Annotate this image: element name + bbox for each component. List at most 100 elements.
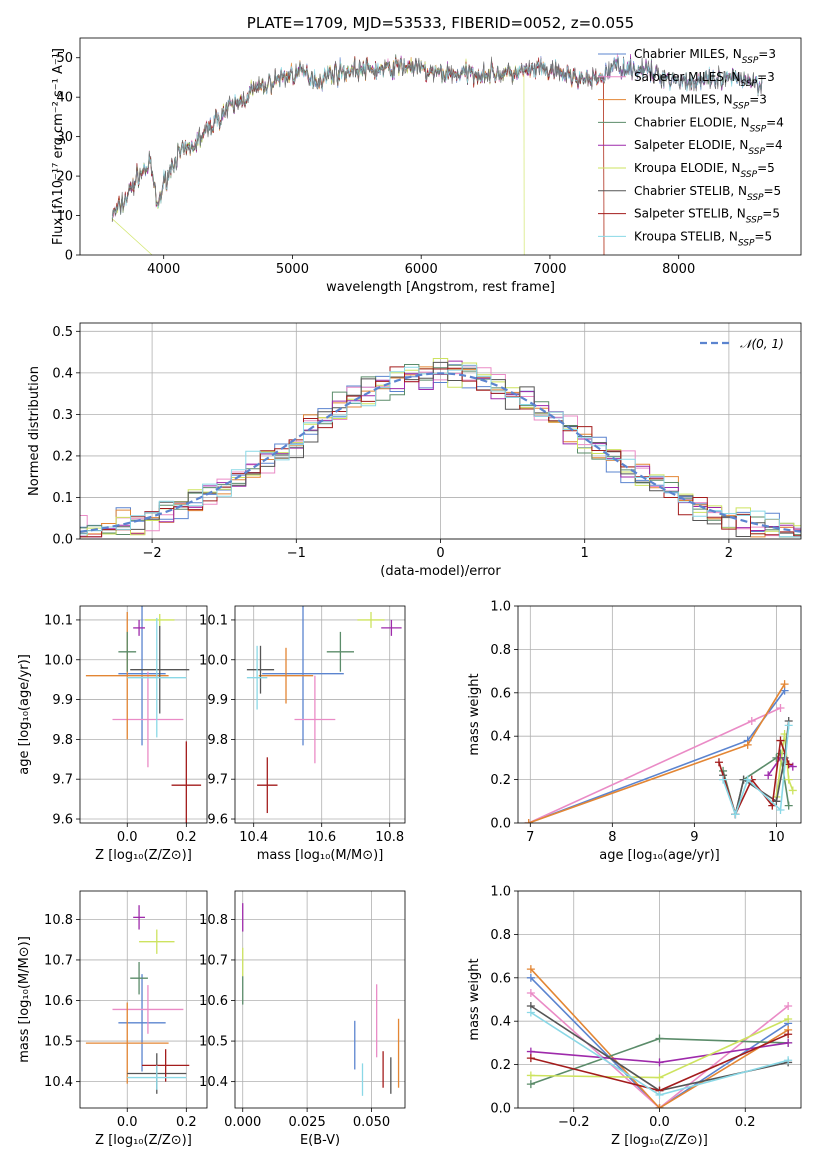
weight-marker bbox=[526, 1080, 535, 1089]
spectrum-data-line bbox=[111, 56, 763, 216]
weight-marker bbox=[714, 758, 723, 767]
axes-frame bbox=[517, 890, 802, 1109]
y-tick-label: 0.6 bbox=[490, 971, 511, 986]
weight-marker bbox=[784, 775, 793, 784]
panel-mass_vs_Z: 0.0 0.2 10.4 10.5 10.6 10.7 10.8 Z [log₁₀(Z/Z⊙)… bbox=[17, 890, 208, 1148]
weight-marker bbox=[772, 797, 781, 806]
weight-series-line bbox=[528, 690, 786, 823]
x-tick-label: 0 bbox=[436, 546, 444, 561]
weight-marker bbox=[784, 1030, 793, 1039]
panel-spectrum: 4000 5000 6000 7000 8000 0 10 20 30 40 50 wavelengt… bbox=[51, 14, 802, 295]
x-axis-label: mass [log₁₀(M/M⊙)] bbox=[257, 848, 384, 863]
x-tick-label: 6000 bbox=[405, 262, 438, 277]
residual-histogram bbox=[80, 358, 801, 538]
y-tick-label: 0.0 bbox=[490, 1102, 511, 1117]
y-tick-label: 0.2 bbox=[490, 773, 511, 788]
y-tick-label: 0.0 bbox=[490, 817, 511, 832]
x-axis-label: Z [log₁₀(Z/Z⊙)] bbox=[611, 1133, 708, 1148]
weight-marker bbox=[719, 775, 728, 784]
y-tick-label: 0.1 bbox=[52, 491, 73, 506]
weight-marker bbox=[526, 965, 535, 974]
y-tick-label: 1.0 bbox=[490, 885, 511, 900]
residual-histogram bbox=[80, 367, 801, 537]
y-tick-label: 10.6 bbox=[44, 994, 73, 1009]
axes-frame bbox=[234, 890, 406, 1109]
axes-frame bbox=[79, 37, 802, 256]
weight-marker bbox=[655, 1073, 664, 1082]
x-tick-label: 0.0 bbox=[649, 1115, 670, 1130]
y-tick-label: 0.2 bbox=[490, 1058, 511, 1073]
weight-marker bbox=[776, 703, 785, 712]
y-tick-label: 10.0 bbox=[199, 653, 228, 668]
legend-label: Salpeter ELODIE, NSSP=4 bbox=[634, 138, 783, 157]
y-tick-label: 10.1 bbox=[44, 613, 73, 628]
plot-area bbox=[85, 606, 202, 823]
weight-marker bbox=[526, 973, 535, 982]
y-tick-label: 0.2 bbox=[52, 449, 73, 464]
y-tick-label: 10.8 bbox=[199, 913, 228, 928]
x-tick-label: 0.2 bbox=[176, 1115, 197, 1130]
weight-series-line bbox=[722, 720, 790, 818]
weight-marker bbox=[784, 760, 793, 769]
y-tick-label: 10.8 bbox=[44, 913, 73, 928]
weight-marker bbox=[731, 810, 740, 819]
y-tick-label: 0.4 bbox=[490, 1015, 511, 1030]
x-tick-label: 7000 bbox=[533, 262, 566, 277]
panel-age_vs_mass: 10.4 10.6 10.8 9.6 9.7 9.8 9.9 10.0 10.1 mass [lo… bbox=[199, 605, 406, 863]
x-axis-label: E(B-V) bbox=[300, 1133, 340, 1148]
x-tick-label: 0.0 bbox=[117, 830, 138, 845]
plot-area bbox=[80, 358, 801, 538]
axes-frame bbox=[234, 605, 406, 824]
plot-area bbox=[242, 903, 400, 1096]
y-tick-label: 10.1 bbox=[199, 613, 228, 628]
weight-marker bbox=[784, 1002, 793, 1011]
x-tick-label: 0.0 bbox=[117, 1115, 138, 1130]
weight-marker bbox=[655, 1104, 664, 1108]
y-tick-label: 9.6 bbox=[52, 813, 73, 828]
panel-mass_vs_ebv: 0.000 0.025 0.050 10.4 10.5 10.6 10.7 10.8 E(B-V… bbox=[199, 890, 406, 1148]
legend: 𝒩(0, 1) bbox=[700, 337, 784, 351]
x-axis-label: age [log₁₀(age/yr)] bbox=[599, 848, 720, 863]
plot-area bbox=[524, 680, 797, 823]
weight-marker bbox=[788, 762, 797, 771]
weight-marker bbox=[743, 740, 752, 749]
y-tick-label: 50 bbox=[56, 51, 73, 66]
x-tick-label: 8000 bbox=[662, 262, 695, 277]
x-tick-label: 9 bbox=[690, 830, 698, 845]
weight-marker bbox=[788, 786, 797, 795]
plot-area bbox=[85, 905, 190, 1094]
y-tick-label: 10.7 bbox=[199, 953, 228, 968]
x-tick-label: 1 bbox=[581, 546, 589, 561]
x-tick-label: 0.2 bbox=[735, 1115, 756, 1130]
y-tick-label: 0.4 bbox=[52, 366, 73, 381]
y-tick-label: 10 bbox=[56, 209, 73, 224]
weight-series-line bbox=[528, 683, 786, 823]
x-tick-label: 5000 bbox=[276, 262, 309, 277]
legend-label: Chabrier MILES, NSSP=3 bbox=[634, 47, 776, 66]
x-axis-label: wavelength [Angstrom, rest frame] bbox=[326, 280, 555, 295]
y-tick-label: 0.5 bbox=[52, 325, 73, 340]
y-axis-label: age [log₁₀(age/yr)] bbox=[17, 654, 32, 775]
x-axis-label: (data-model)/error bbox=[380, 564, 501, 579]
weight-series-line bbox=[528, 707, 781, 823]
y-tick-label: 0.0 bbox=[52, 533, 73, 548]
y-tick-label: 0.8 bbox=[490, 643, 511, 658]
y-axis-label: Flux [fλ10⁻¹⁷ erg cm⁻² s⁻¹ A⁻¹] bbox=[51, 48, 66, 245]
y-tick-label: 20 bbox=[56, 170, 73, 185]
panel-weight_vs_Z: −0.2 0.0 0.2 0.0 0.2 0.4 0.6 0.8 1.0 Z [log₁₀(Z/Z… bbox=[467, 885, 802, 1148]
y-tick-label: 9.7 bbox=[207, 773, 228, 788]
y-tick-label: 9.9 bbox=[52, 693, 73, 708]
y-tick-label: 9.7 bbox=[52, 773, 73, 788]
weight-marker bbox=[655, 1090, 664, 1099]
y-tick-label: 9.6 bbox=[207, 813, 228, 828]
y-tick-label: 9.8 bbox=[52, 733, 73, 748]
x-tick-label: 10 bbox=[768, 830, 785, 845]
axes-frame bbox=[79, 605, 208, 824]
weight-series-line bbox=[530, 968, 789, 1108]
y-tick-label: 10.0 bbox=[44, 653, 73, 668]
weight-marker bbox=[784, 1056, 793, 1065]
axes-frame bbox=[79, 890, 208, 1109]
plot-area bbox=[526, 965, 793, 1108]
weight-marker bbox=[784, 1015, 793, 1024]
